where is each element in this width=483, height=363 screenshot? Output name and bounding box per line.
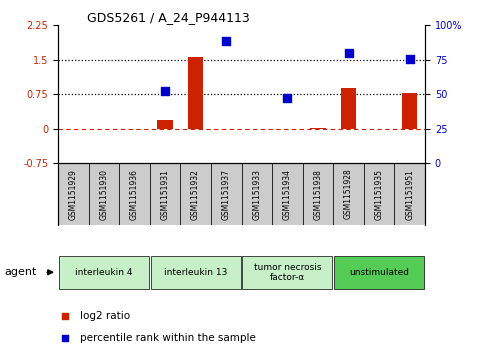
Text: unstimulated: unstimulated: [349, 268, 409, 277]
Bar: [272, 163, 303, 225]
Text: interleukin 13: interleukin 13: [164, 268, 227, 277]
Bar: [88, 163, 119, 225]
Text: GSM1151928: GSM1151928: [344, 169, 353, 220]
Text: GSM1151937: GSM1151937: [222, 168, 231, 220]
Text: percentile rank within the sample: percentile rank within the sample: [80, 333, 256, 343]
Bar: [180, 163, 211, 225]
Point: [284, 95, 291, 101]
Bar: [151, 256, 241, 289]
Text: GSM1151935: GSM1151935: [375, 168, 384, 220]
Text: GSM1151933: GSM1151933: [252, 168, 261, 220]
Text: GSM1151938: GSM1151938: [313, 169, 323, 220]
Text: GSM1151934: GSM1151934: [283, 168, 292, 220]
Bar: [311, 128, 326, 129]
Bar: [334, 256, 424, 289]
Bar: [303, 163, 333, 225]
Text: tumor necrosis
factor-α: tumor necrosis factor-α: [254, 262, 321, 282]
Text: GSM1151932: GSM1151932: [191, 169, 200, 220]
Text: GSM1151930: GSM1151930: [99, 168, 108, 220]
Text: GSM1151951: GSM1151951: [405, 169, 414, 220]
Point: [161, 88, 169, 94]
Point: [304, 27, 312, 33]
Bar: [242, 256, 332, 289]
Bar: [188, 57, 203, 129]
Point: [406, 56, 413, 62]
Point: [222, 38, 230, 44]
Bar: [157, 121, 173, 129]
Point: [345, 50, 353, 56]
Bar: [341, 88, 356, 129]
Bar: [150, 163, 180, 225]
Point: [304, 225, 312, 231]
Bar: [58, 163, 88, 225]
Text: GDS5261 / A_24_P944113: GDS5261 / A_24_P944113: [87, 11, 250, 24]
Bar: [402, 93, 417, 129]
Bar: [59, 256, 149, 289]
Bar: [211, 163, 242, 225]
Text: GSM1151931: GSM1151931: [160, 169, 170, 220]
Text: log2 ratio: log2 ratio: [80, 311, 130, 321]
Bar: [364, 163, 395, 225]
Text: agent: agent: [5, 267, 37, 277]
Bar: [119, 163, 150, 225]
Bar: [395, 163, 425, 225]
Text: GSM1151929: GSM1151929: [69, 169, 78, 220]
Text: interleukin 4: interleukin 4: [75, 268, 133, 277]
Bar: [242, 163, 272, 225]
Text: GSM1151936: GSM1151936: [130, 168, 139, 220]
Bar: [333, 163, 364, 225]
